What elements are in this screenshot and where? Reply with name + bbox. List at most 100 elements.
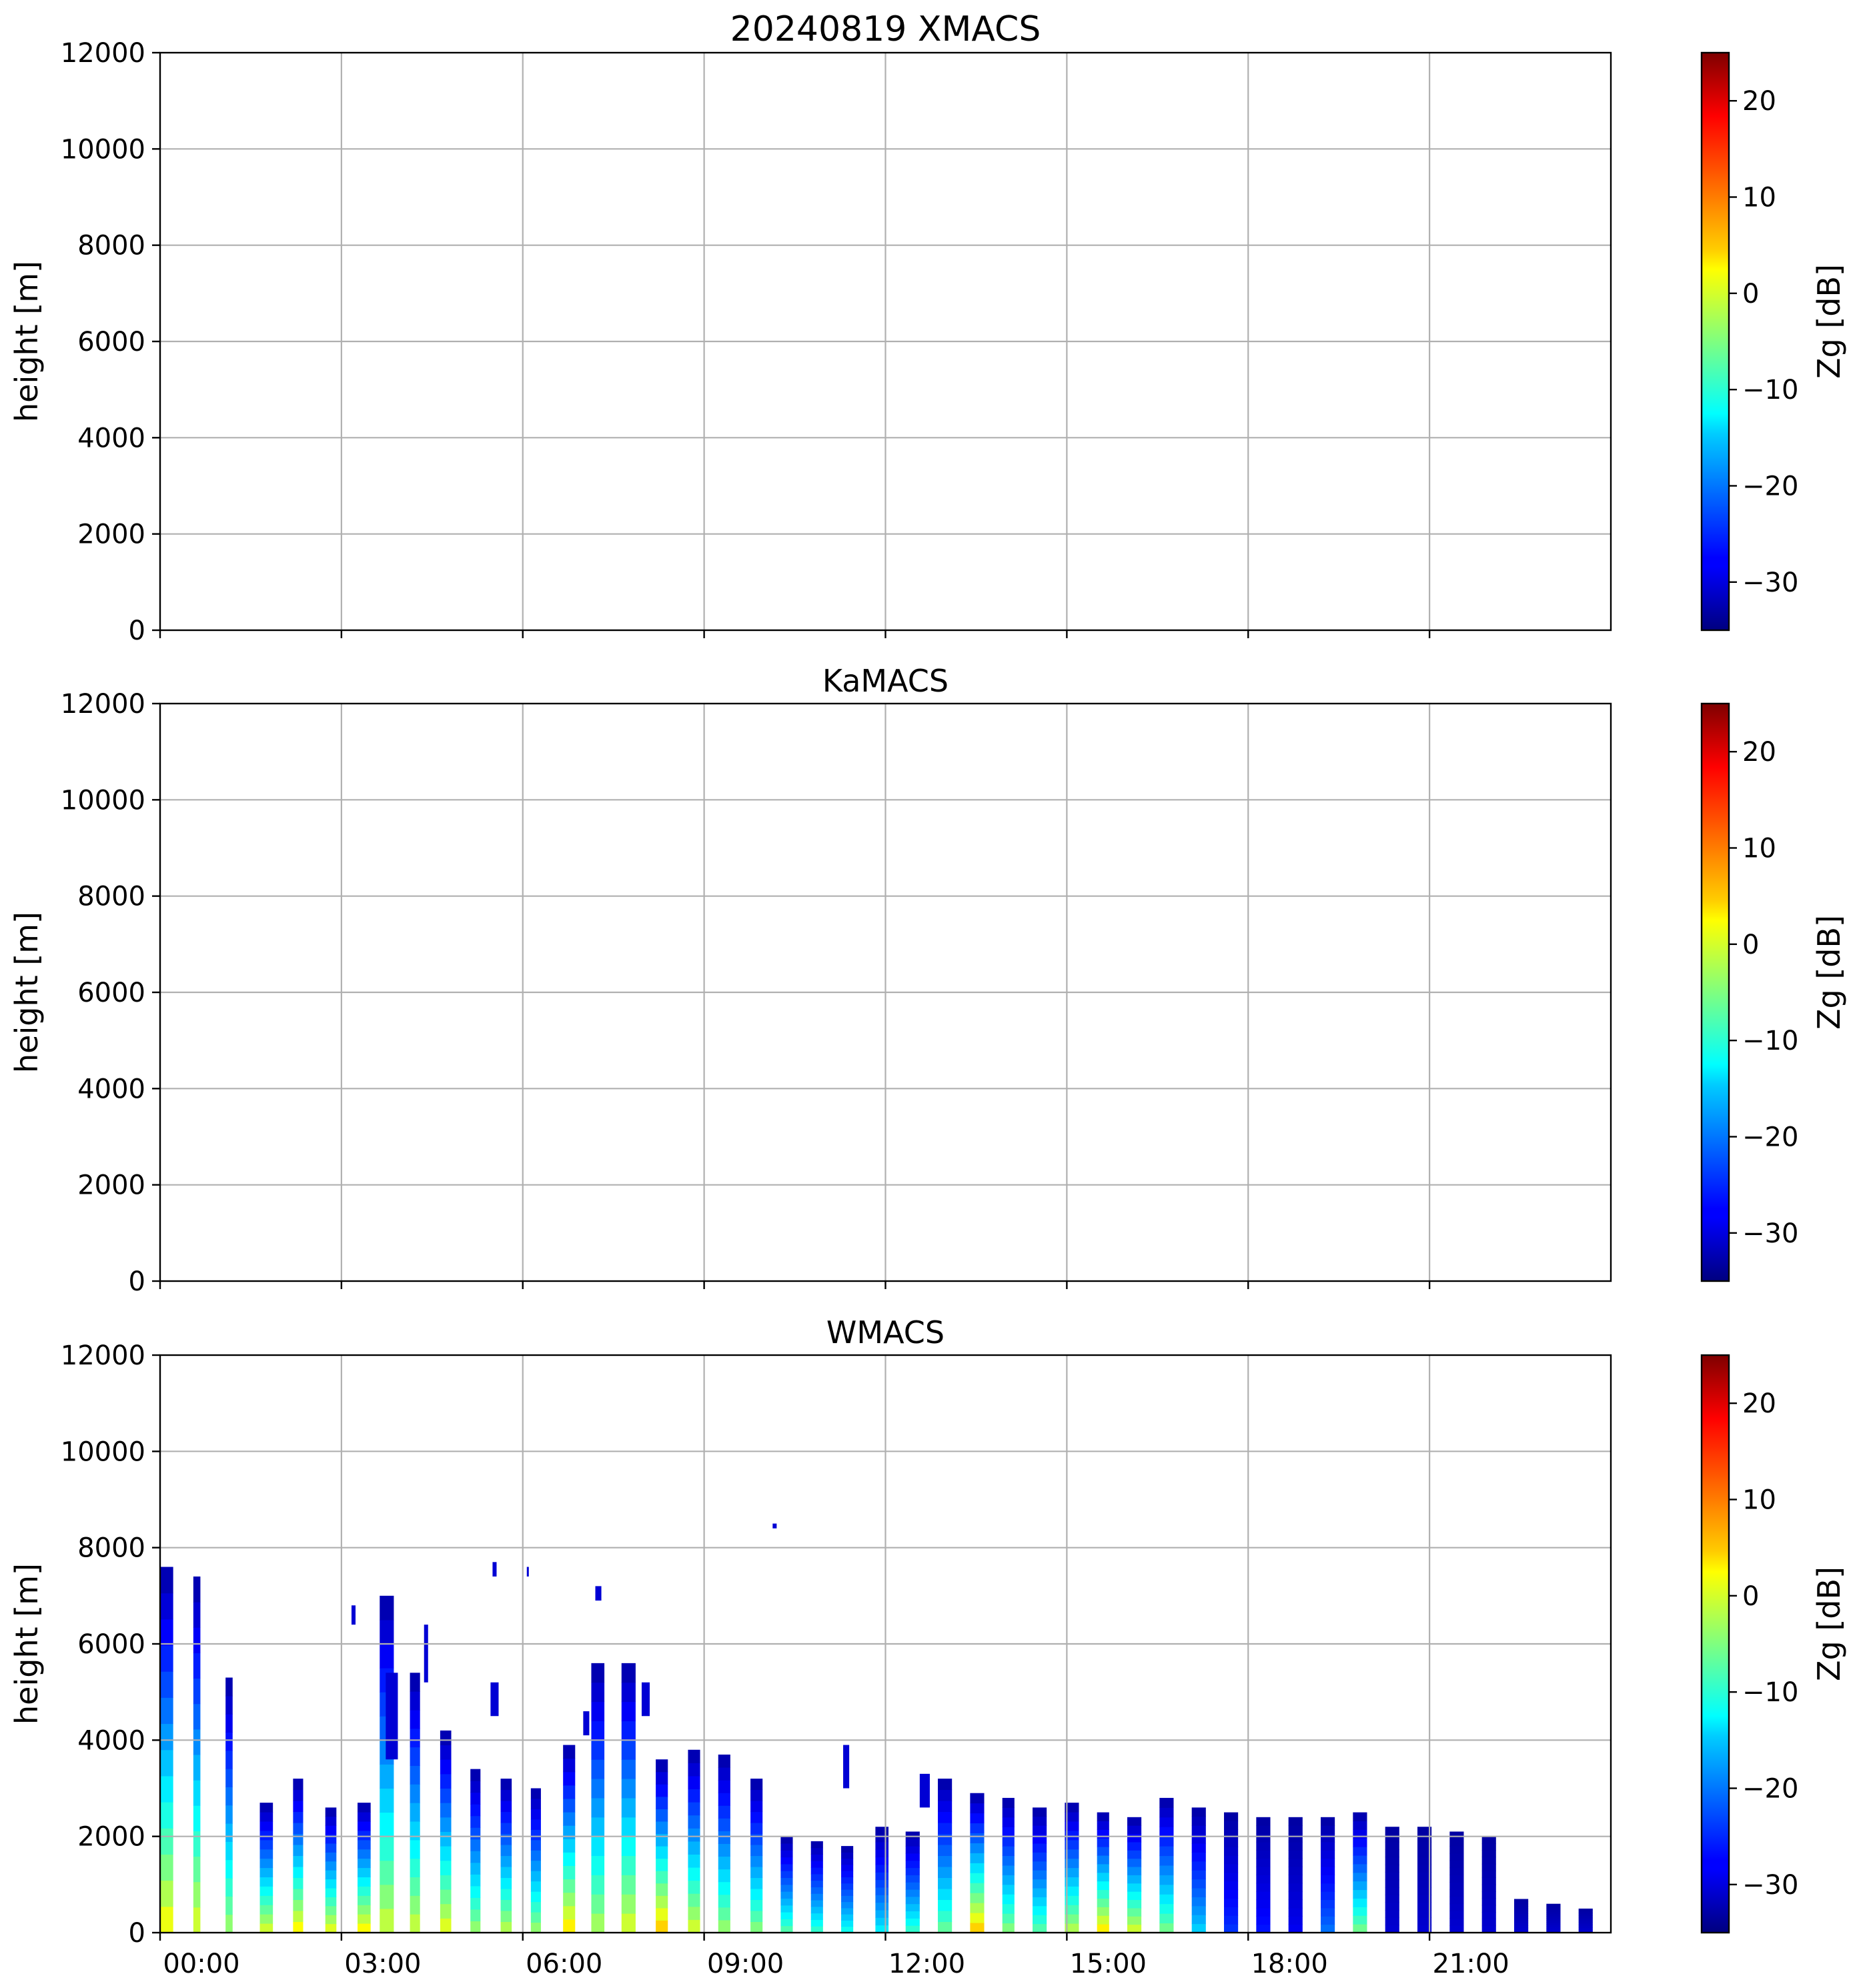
heatmap-cell — [938, 1811, 953, 1823]
heatmap-cell — [1097, 1915, 1109, 1925]
heatmap-cell — [1449, 1882, 1464, 1890]
heatmap-cell — [410, 1858, 420, 1877]
heatmap-cell — [1065, 1803, 1079, 1813]
heatmap-cell — [325, 1825, 337, 1835]
heatmap-cell — [358, 1812, 371, 1822]
heatmap-cell — [1321, 1825, 1335, 1835]
heatmap-cell — [1514, 1925, 1529, 1929]
heatmap-cell — [1224, 1821, 1239, 1830]
heatmap-cell — [160, 1802, 173, 1829]
heatmap-cell — [1033, 1861, 1047, 1871]
heatmap-cell — [656, 1871, 668, 1884]
heatmap-cell — [1002, 1903, 1015, 1914]
heatmap-cell — [563, 1892, 576, 1907]
heatmap-cell — [193, 1653, 201, 1679]
heatmap-cell — [938, 1801, 953, 1813]
heatmap-cell — [1191, 1923, 1206, 1933]
heatmap-cell — [1065, 1821, 1079, 1831]
heatmap-cell — [688, 1906, 700, 1920]
heatmap-cell — [1127, 1850, 1142, 1859]
heatmap-cell — [470, 1897, 481, 1910]
heatmap-cell — [1546, 1909, 1561, 1913]
heatmap-cell — [875, 1925, 889, 1933]
heatmap-cell — [1546, 1907, 1561, 1911]
heatmap-cell — [440, 1918, 452, 1933]
heatmap-patch — [424, 1625, 428, 1683]
heatmap-cell — [750, 1921, 763, 1933]
heatmap-cell — [1127, 1883, 1142, 1892]
heatmap-cell — [780, 1843, 793, 1851]
heatmap-cell — [1097, 1881, 1109, 1891]
heatmap-cell — [718, 1843, 730, 1857]
heatmap-cell — [325, 1870, 337, 1880]
heatmap-cell — [1481, 1898, 1496, 1906]
heatmap-cell — [193, 1780, 201, 1806]
heatmap-cell — [1481, 1863, 1496, 1871]
heatmap-cell — [160, 1749, 173, 1777]
heatmap-cell — [1033, 1843, 1047, 1853]
heatmap-cell — [1127, 1858, 1142, 1867]
heatmap-cell — [718, 1881, 730, 1895]
heatmap-cell — [1385, 1917, 1399, 1926]
heatmap-cell — [1224, 1812, 1239, 1821]
heatmap-cell — [160, 1828, 173, 1855]
heatmap-cell — [1224, 1847, 1239, 1856]
heatmap-cell — [1224, 1907, 1239, 1916]
heatmap-cell — [621, 1855, 636, 1875]
heatmap-cell — [1385, 1879, 1399, 1888]
heatmap-cell — [1417, 1879, 1432, 1888]
heatmap-cell — [1481, 1857, 1496, 1865]
heatmap-cell — [621, 1663, 636, 1683]
heatmap-cell — [1514, 1920, 1529, 1924]
heatmap-cell — [1191, 1825, 1206, 1835]
y-tick-label: 10000 — [61, 785, 145, 816]
heatmap-cell — [530, 1881, 541, 1892]
heatmap-cell — [841, 1907, 854, 1915]
heatmap-cell — [440, 1730, 452, 1746]
y-tick-label: 8000 — [77, 882, 145, 912]
heatmap-cell — [688, 1854, 700, 1868]
heatmap-cell — [160, 1775, 173, 1803]
heatmap-cell — [1578, 1920, 1593, 1923]
heatmap-cell — [621, 1740, 636, 1760]
heatmap-cell — [688, 1775, 700, 1790]
colorbar-label: Zg [dB] — [1811, 264, 1847, 379]
heatmap-cell — [1417, 1864, 1432, 1873]
heatmap-cell — [688, 1919, 700, 1933]
colorbar-tick-label: −30 — [1742, 1870, 1798, 1901]
heatmap-cell — [875, 1917, 889, 1926]
heatmap-cell — [1546, 1918, 1561, 1921]
colorbar-tick-label: 20 — [1742, 737, 1776, 768]
heatmap-cell — [259, 1886, 273, 1896]
heatmap-cell — [1224, 1838, 1239, 1847]
heatmap-cell — [1002, 1894, 1015, 1905]
colorbar-label: Zg [dB] — [1811, 1567, 1847, 1681]
colorbar: 20 10 0 −10 −20 −30 Zg [dB] — [1700, 51, 1847, 632]
heatmap-cell — [1256, 1883, 1271, 1892]
heatmap-cell — [656, 1920, 668, 1933]
heatmap-cell — [591, 1836, 605, 1857]
x-tick-label: 00:00 — [163, 1949, 239, 1979]
heatmap-cell — [1033, 1887, 1047, 1897]
heatmap-cell — [1353, 1907, 1367, 1916]
heatmap-cell — [1256, 1833, 1271, 1843]
heatmap-cell — [1321, 1883, 1335, 1892]
heatmap-cell — [358, 1914, 371, 1924]
heatmap-cell — [1288, 1916, 1303, 1925]
heatmap-patch — [772, 1523, 777, 1529]
heatmap-cell — [1546, 1924, 1561, 1927]
heatmap-cell — [1514, 1930, 1529, 1933]
heatmap-cell — [563, 1879, 576, 1893]
heatmap-cell — [970, 1843, 985, 1853]
heatmap-cell — [1033, 1852, 1047, 1862]
heatmap-cell — [656, 1833, 668, 1847]
colorbar-tick-label: −10 — [1742, 375, 1798, 405]
x-tick-label: 06:00 — [526, 1949, 602, 1979]
colorbar-tick-label: 20 — [1742, 86, 1776, 117]
heatmap-cell — [293, 1789, 303, 1801]
heatmap-cell — [225, 1787, 233, 1806]
colorbar-tick-label: 10 — [1742, 834, 1776, 864]
heatmap-cell — [1256, 1841, 1271, 1851]
heatmap-cell — [500, 1921, 512, 1933]
heatmap-cell — [1417, 1925, 1432, 1933]
